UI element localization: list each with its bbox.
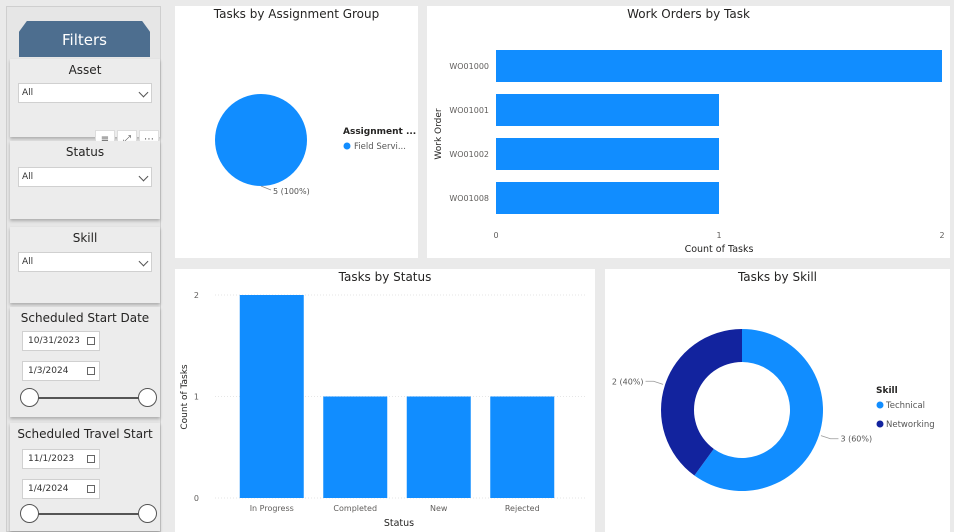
bar[interactable] [490, 396, 555, 499]
bar[interactable] [496, 94, 719, 126]
scheduled-start-title: Scheduled Start Date [20, 311, 150, 325]
y-tick-label: 2 [194, 291, 199, 300]
asset-slicer: Asset All [10, 59, 160, 137]
bar[interactable] [406, 396, 471, 499]
chart-title: Tasks by Assignment Group [213, 7, 380, 21]
x-tick-label: In Progress [250, 504, 294, 513]
bar[interactable] [239, 295, 304, 498]
calendar-icon [87, 337, 95, 345]
scheduled-start-range-slider[interactable] [20, 388, 157, 407]
x-axis-label: Count of Tasks [685, 244, 754, 255]
donut-data-label: 3 (60%) [840, 435, 872, 444]
donut-slice[interactable] [694, 329, 823, 491]
y-tick-label: WO01002 [449, 150, 489, 159]
filters-title: Filters [19, 21, 150, 57]
y-tick-label: WO01000 [449, 62, 489, 71]
status-slicer: Status All [10, 141, 160, 219]
x-tick-label: 1 [716, 231, 721, 240]
legend-marker [876, 401, 884, 409]
skill-dropdown-value: All [22, 257, 34, 267]
y-tick-label: 1 [194, 393, 199, 402]
data-label-leader [820, 435, 839, 440]
y-tick-label: WO01008 [449, 194, 489, 203]
scheduled-travel-range-slider[interactable] [20, 504, 157, 523]
scheduled-travel-from-input[interactable]: 11/1/2023 [22, 449, 100, 469]
legend-entry[interactable]: Field Servi... [354, 142, 406, 152]
scheduled-travel-slicer: Scheduled Travel Start 11/1/2023 1/4/202… [10, 423, 160, 531]
scheduled-travel-to-value: 1/4/2024 [28, 484, 69, 494]
scheduled-travel-from-value: 11/1/2023 [28, 454, 75, 464]
range-start-handle[interactable] [20, 504, 39, 523]
legend-entry[interactable]: Technical [885, 401, 925, 411]
status-slicer-title: Status [65, 145, 105, 159]
scheduled-start-to-value: 1/3/2024 [28, 366, 69, 376]
tasks-by-skill-chart-panel: Tasks by Skill Skill 3 (60%) Technical 2 (… [605, 269, 950, 532]
y-tick-label: 0 [194, 494, 199, 503]
chevron-down-icon [138, 256, 149, 267]
legend-marker [343, 142, 351, 150]
work-orders-bar-chart: Work Order Count of Tasks 0 1 2 WO01000 WO01… [434, 50, 945, 255]
work-orders-chart-panel: Work Orders by Task Work Order Count of … [427, 6, 950, 258]
legend-entry[interactable]: Networking [886, 420, 935, 430]
skill-slicer: Skill All [10, 227, 160, 303]
legend-title: Skill [876, 386, 898, 396]
range-end-handle[interactable] [138, 504, 157, 523]
chevron-down-icon [138, 171, 149, 182]
scheduled-travel-title: Scheduled Travel Start [17, 427, 153, 441]
calendar-icon [87, 367, 95, 375]
pie-slice[interactable] [215, 94, 307, 186]
chevron-down-icon [138, 87, 149, 98]
x-tick-label: 0 [493, 231, 498, 240]
scheduled-start-from-input[interactable]: 10/31/2023 [22, 331, 100, 351]
legend-marker [876, 420, 884, 428]
x-tick-label: Completed [333, 504, 377, 513]
range-end-handle[interactable] [138, 388, 157, 407]
chart-title: Tasks by Skill [737, 270, 818, 284]
filters-pane: Filters Asset All ≡ ⤢ ⋯ Status All Skill… [6, 6, 161, 532]
assignment-group-chart-panel: Tasks by Assignment Group 5 (100%) Assig… [175, 6, 418, 258]
bar[interactable] [323, 396, 388, 499]
skill-dropdown[interactable]: All [18, 252, 152, 272]
status-dropdown[interactable]: All [18, 167, 152, 187]
chart-title: Work Orders by Task [627, 7, 750, 21]
legend-title: Assignment ... [343, 127, 416, 137]
y-axis-label: Work Order [434, 108, 444, 160]
tasks-by-skill-donut-chart: Skill 3 (60%) Technical 2 (40%) Networking [612, 329, 935, 491]
tasks-by-status-chart-panel: Tasks by Status Count of Tasks Status 0 1… [175, 269, 595, 532]
scheduled-start-slicer: Scheduled Start Date 10/31/2023 1/3/2024 [10, 307, 160, 417]
calendar-icon [87, 455, 95, 463]
x-tick-label: New [430, 504, 448, 513]
chart-title: Tasks by Status [338, 270, 432, 284]
donut-slice[interactable] [661, 329, 742, 476]
assignment-group-pie-chart: 5 (100%) Assignment ... Field Servi... [215, 94, 416, 196]
x-axis-label: Status [384, 518, 414, 529]
data-label-leader [645, 380, 664, 385]
status-dropdown-value: All [22, 172, 34, 182]
tasks-by-status-bar-chart: Count of Tasks Status 0 1 2 In Progress Comp… [180, 291, 587, 529]
asset-dropdown-value: All [22, 88, 34, 98]
scheduled-start-to-input[interactable]: 1/3/2024 [22, 361, 100, 381]
bar[interactable] [496, 138, 719, 170]
y-tick-label: WO01001 [449, 106, 489, 115]
bar[interactable] [496, 50, 942, 82]
pie-data-label: 5 (100%) [273, 187, 310, 196]
scheduled-start-from-value: 10/31/2023 [28, 336, 80, 346]
scheduled-travel-to-input[interactable]: 1/4/2024 [22, 479, 100, 499]
donut-data-label: 2 (40%) [612, 377, 644, 386]
bar[interactable] [496, 182, 719, 214]
skill-slicer-title: Skill [72, 231, 98, 245]
x-tick-label: 2 [939, 231, 944, 240]
range-start-handle[interactable] [20, 388, 39, 407]
asset-dropdown[interactable]: All [18, 83, 152, 103]
x-tick-label: Rejected [505, 504, 540, 513]
y-axis-label: Count of Tasks [180, 364, 190, 430]
asset-slicer-title: Asset [68, 63, 102, 77]
calendar-icon [87, 485, 95, 493]
